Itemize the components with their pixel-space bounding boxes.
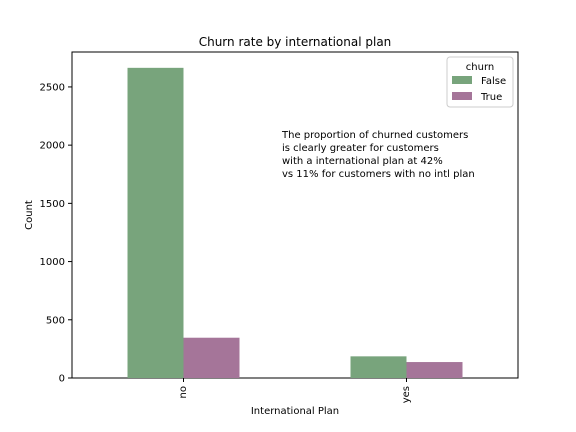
- y-tick-label: 0: [59, 374, 65, 385]
- x-axis-label: International Plan: [251, 406, 339, 417]
- annotation-line: with a international plan at 42%: [282, 156, 443, 167]
- chart-title: Churn rate by international plan: [199, 35, 392, 49]
- x-tick-label: no: [178, 386, 189, 398]
- chart-legend: churn False True: [447, 57, 513, 107]
- annotation-line: vs 11% for customers with no intl plan: [282, 169, 475, 180]
- legend-title: churn: [466, 62, 494, 73]
- bars-layer: [128, 68, 463, 378]
- bar-yes-false: [351, 356, 407, 378]
- bar-no-false: [128, 68, 184, 378]
- y-tick-label: 500: [46, 315, 65, 326]
- legend-label-true: True: [480, 92, 502, 103]
- x-tick-label: yes: [401, 386, 412, 403]
- legend-label-false: False: [481, 76, 506, 87]
- y-axis-label: Count: [24, 200, 35, 230]
- y-tick-label: 1500: [40, 199, 65, 210]
- annotation-line: The proportion of churned customers: [281, 130, 468, 141]
- bar-yes-true: [407, 362, 463, 378]
- y-tick-label: 2500: [40, 82, 65, 93]
- y-tick-label: 2000: [40, 141, 65, 152]
- x-axis-ticks: no yes: [178, 378, 412, 403]
- y-tick-label: 1000: [40, 257, 65, 268]
- legend-swatch-false: [452, 76, 472, 84]
- bar-no-true: [184, 338, 240, 378]
- y-axis-ticks: 0 500 1000 1500 2000 2500: [40, 82, 72, 384]
- legend-swatch-true: [452, 92, 472, 100]
- chart-annotation: The proportion of churned customers is c…: [281, 130, 475, 180]
- annotation-line: is clearly greater for customers: [282, 143, 439, 154]
